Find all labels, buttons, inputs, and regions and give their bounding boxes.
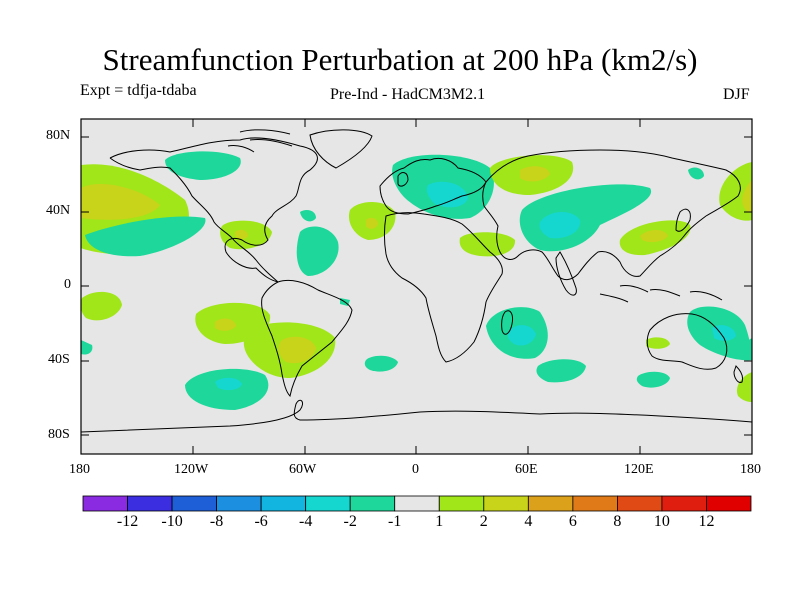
coast-australia	[646, 313, 728, 370]
coast-greenland	[309, 129, 373, 169]
colorbar-swatch	[483, 495, 529, 512]
anomaly-australia-north	[646, 337, 670, 349]
coast-japan	[675, 208, 691, 232]
anomaly-central-asia-core	[539, 211, 581, 239]
lat-label-40s: 40S	[48, 352, 70, 367]
anomaly-north-atlantic-core	[366, 217, 378, 229]
colorbar-swatch	[305, 495, 351, 512]
anomaly-south-atlantic-2	[364, 355, 398, 372]
lat-label-0: 0	[64, 277, 71, 292]
anomaly-kamchatka	[688, 167, 704, 180]
colorbar-label: 12	[698, 513, 715, 530]
colorbar-swatch	[572, 495, 618, 512]
anomaly-north-pacific-core	[81, 184, 160, 220]
anomaly-tropical-pacific	[81, 291, 122, 321]
colorbar-swatch	[527, 495, 574, 512]
colorbar-label: -4	[298, 513, 313, 530]
experiment-label: Expt = tdfja-tdaba	[80, 82, 197, 99]
lon-ticks	[80, 119, 753, 454]
lon-label-120e: 120E	[624, 462, 654, 477]
lon-label-60e: 60E	[515, 462, 538, 477]
colorbar-label: 10	[653, 513, 670, 530]
lon-label-60w: 60W	[289, 462, 317, 477]
coast-indonesia	[599, 285, 723, 303]
coast-africa	[384, 212, 503, 363]
lat-label-80s: 80S	[48, 427, 70, 442]
anomaly-alaska	[165, 151, 241, 180]
colorbar-label: -1	[388, 513, 402, 530]
coast-arctic-islands	[227, 129, 293, 153]
colorbar	[82, 495, 752, 512]
colorbar-swatch	[216, 495, 262, 512]
lat-ticks	[81, 136, 752, 436]
colorbar-label: 6	[568, 513, 577, 530]
lon-label-180e: 180	[740, 462, 761, 477]
anomaly-europe-core	[426, 181, 468, 208]
colorbar-label: -10	[161, 513, 183, 530]
coast-antarctica	[81, 399, 752, 433]
lon-label-0: 0	[412, 462, 419, 477]
colorbar-swatch	[661, 495, 707, 512]
colorbar-label: -2	[343, 513, 357, 530]
coast-india	[555, 251, 577, 296]
colorbar-swatch	[394, 495, 440, 512]
coast-north-america	[109, 137, 318, 283]
coast-europe	[379, 157, 487, 215]
colorbar-label: 1	[435, 513, 444, 530]
anomaly-indian-south	[536, 359, 586, 383]
anomaly-south-pacific-east	[736, 372, 752, 402]
anomaly-south-america-core	[278, 336, 316, 364]
colorbar-label: 2	[479, 513, 488, 530]
coast-south-america	[261, 279, 353, 398]
coast-uk	[397, 172, 409, 187]
colorbar-label: -12	[116, 513, 139, 530]
lon-label-120w: 120W	[174, 462, 209, 477]
coast-asia	[482, 149, 741, 281]
lat-label-40n: 40N	[46, 203, 71, 218]
colorbar-label: 4	[524, 513, 533, 530]
anomaly-south-indian-east	[636, 371, 670, 388]
colorbar-swatch	[438, 495, 485, 512]
anomaly-gulf-core	[235, 229, 248, 239]
map-title: Streamfunction Perturbation at 200 hPa (…	[102, 42, 698, 77]
coast-new-zealand	[733, 365, 743, 383]
lon-label-180w: 180	[69, 462, 90, 477]
anomaly-west-atlantic-small	[300, 210, 316, 222]
colorbar-swatch	[171, 495, 218, 512]
colorbar-swatch	[349, 495, 396, 512]
colorbar-swatch	[127, 495, 173, 512]
colorbar-label: 8	[613, 513, 622, 530]
colorbar-label: -6	[254, 513, 268, 530]
colorbar-swatch	[706, 495, 752, 512]
anomaly-east-asia-core	[640, 230, 668, 243]
colorbar-swatch	[82, 495, 128, 512]
anomaly-australia-core	[712, 325, 736, 341]
anomaly-south-pacific-core	[215, 318, 236, 331]
anomaly-south-pacific-west	[81, 340, 93, 355]
anomaly-ne-pacific-core	[742, 180, 752, 212]
anomaly-east-edge	[744, 338, 752, 356]
anomaly-west-atlantic	[296, 226, 339, 276]
colorbar-swatch	[617, 495, 663, 512]
lat-label-80n: 80N	[46, 128, 71, 143]
coast-madagascar	[501, 310, 513, 335]
model-comparison-label: Pre-Ind - HadCM3M2.1	[330, 86, 486, 103]
anomaly-southern-ocean-core	[215, 377, 242, 391]
season-label: DJF	[723, 86, 750, 103]
anomaly-east-pacific	[85, 216, 206, 257]
coastlines	[81, 129, 752, 433]
colorbar-swatch	[260, 495, 307, 512]
anomaly-siberia-core	[520, 166, 550, 182]
anomaly-sw-indian-core	[507, 325, 536, 346]
anomaly-middle-east	[459, 232, 516, 257]
colorbar-label: -8	[209, 513, 224, 530]
